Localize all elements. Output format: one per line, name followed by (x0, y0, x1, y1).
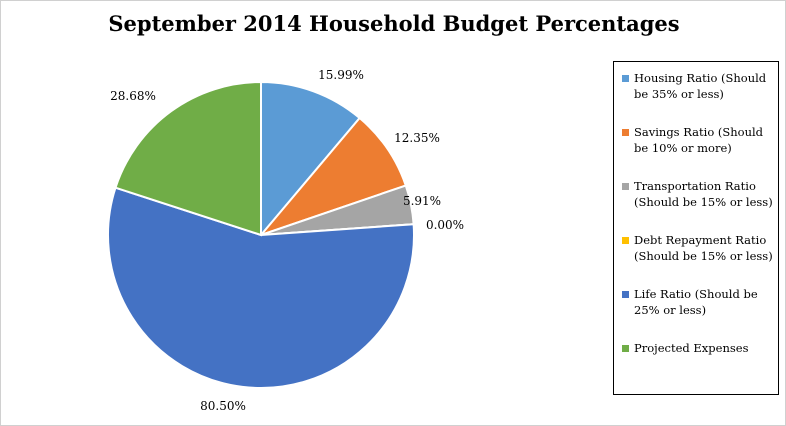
legend: Housing Ratio (Should be 35% or less) Sa… (613, 61, 779, 395)
data-label-housing: 15.99% (318, 68, 364, 82)
legend-item-projected-expenses: Projected Expenses (622, 340, 774, 370)
data-label-projected-expenses: 28.68% (110, 89, 156, 103)
legend-label-life: Life Ratio (Should be 25% or less) (634, 287, 758, 317)
legend-item-life: Life Ratio (Should be 25% or less) (622, 286, 774, 340)
data-label-savings: 12.35% (394, 131, 440, 145)
legend-swatch-projected-expenses (622, 345, 629, 352)
pie-slice-life (107, 186, 415, 389)
legend-label-debt-repayment: Debt Repayment Ratio (Should be 15% or l… (634, 233, 773, 263)
legend-item-transportation: Transportation Ratio (Should be 15% or l… (622, 178, 774, 232)
data-label-transportation: 5.91% (403, 194, 441, 208)
legend-label-savings: Savings Ratio (Should be 10% or more) (634, 125, 764, 155)
chart-title: September 2014 Household Budget Percenta… (108, 11, 680, 36)
legend-swatch-debt-repayment (622, 237, 629, 244)
legend-item-debt-repayment: Debt Repayment Ratio (Should be 15% or l… (622, 232, 774, 286)
pie-slice-projected-expenses (114, 80, 262, 237)
pie-slice-savings (257, 116, 408, 238)
data-label-life: 80.50% (200, 399, 246, 413)
legend-swatch-savings (622, 129, 629, 136)
legend-label-transportation: Transportation Ratio (Should be 15% or l… (634, 179, 773, 209)
legend-label-housing: Housing Ratio (Should be 35% or less) (634, 71, 767, 101)
legend-item-housing: Housing Ratio (Should be 35% or less) (622, 70, 774, 124)
legend-item-savings: Savings Ratio (Should be 10% or more) (622, 124, 774, 178)
legend-swatch-transportation (622, 183, 629, 190)
pie-slice-housing (260, 80, 362, 238)
legend-swatch-housing (622, 75, 629, 82)
legend-label-projected-expenses: Projected Expenses (634, 341, 749, 355)
legend-swatch-life (622, 291, 629, 298)
data-label-debt-repayment: 0.00% (426, 218, 464, 232)
